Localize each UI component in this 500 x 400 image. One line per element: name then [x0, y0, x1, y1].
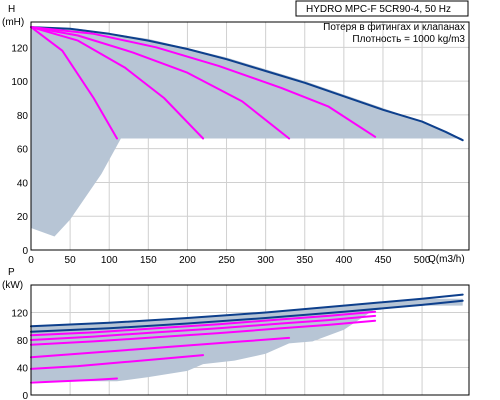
curve-line-4 — [30, 26, 291, 140]
x-tick-label: 150 — [140, 255, 157, 266]
x-tick-label: 350 — [296, 255, 313, 266]
power-flow-chart: 0 40 80 120 P (kW) — [2, 267, 470, 400]
x-tick-label: 250 — [218, 255, 235, 266]
y-tick-label: 20 — [17, 212, 29, 223]
power-axis-label-unit: (kW) — [2, 280, 23, 291]
x-tick-label: 450 — [375, 255, 392, 266]
curve-line-4 — [30, 354, 205, 370]
y-tick-label: 60 — [17, 145, 29, 156]
curve-line-6 — [30, 319, 377, 346]
x-tick-label: 100 — [101, 255, 118, 266]
curve-line-8 — [30, 310, 377, 337]
y-tick-label: 120 — [11, 309, 28, 320]
y-tick-label: 120 — [11, 43, 28, 54]
y-tick-label: 0 — [22, 246, 28, 257]
curve-line-2 — [30, 299, 464, 333]
y-tick-label: 40 — [17, 178, 29, 189]
curve-line-3 — [30, 26, 205, 140]
subtitle-density: Плотность = 1000 kg/m3 — [352, 34, 465, 45]
curve-line-5 — [30, 26, 377, 138]
curve-line-1 — [30, 293, 464, 328]
y-tick-label: 0 — [22, 391, 28, 400]
power-curves — [30, 293, 464, 384]
y-tick-label: 80 — [17, 111, 29, 122]
head-y-tick-labels: 0 20 40 60 80 100 120 — [11, 43, 28, 257]
y-tick-label: 80 — [17, 336, 29, 347]
head-curves — [30, 26, 464, 142]
x-tick-label: 500 — [414, 255, 431, 266]
x-tick-label: 50 — [65, 255, 77, 266]
title-box — [295, 0, 469, 17]
head-flow-chart: 0 20 40 60 80 100 120 0 50 100 150 200 250 300 350 400… — [2, 0, 470, 266]
subtitle-losses: Потеря в фитингах и клапанах — [323, 21, 465, 33]
lower-plot-border — [30, 284, 470, 396]
curve-line-5 — [30, 336, 291, 359]
curve-line-2 — [30, 26, 118, 140]
flow-axis-label: Q(m3/h) — [428, 254, 465, 265]
y-tick-label: 100 — [11, 77, 28, 88]
head-axis-label-unit: (mH) — [2, 17, 24, 28]
curve-line-1 — [30, 26, 464, 142]
x-tick-label: 200 — [179, 255, 196, 266]
upper-plot-border — [30, 21, 470, 251]
power-axis-label-symbol: P — [8, 267, 15, 278]
x-tick-label: 0 — [28, 255, 34, 266]
x-tick-label: 300 — [257, 255, 274, 266]
chart-title: HYDRO MPC-F 5CR90-4, 50 Hz — [306, 4, 451, 15]
curve-line-3 — [30, 377, 118, 384]
y-tick-label: 40 — [17, 364, 29, 375]
power-y-tick-labels: 0 40 80 120 — [11, 309, 28, 400]
x-tick-label: 400 — [336, 255, 353, 266]
flow-x-tick-labels: 0 50 100 150 200 250 300 350 400 450 500 — [28, 255, 431, 266]
head-axis-label-symbol: H — [8, 4, 15, 15]
curve-line-7 — [30, 314, 377, 341]
